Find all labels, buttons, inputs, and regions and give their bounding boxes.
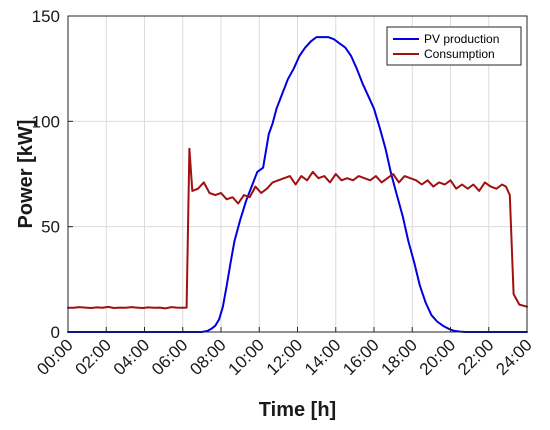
x-tick-label: 04:00 xyxy=(110,335,154,379)
y-tick-label: 0 xyxy=(51,323,60,342)
series-line-consumption xyxy=(67,147,528,310)
x-axis: 00:0002:0004:0006:0008:0010:0012:0014:00… xyxy=(33,327,536,379)
y-tick-label: 50 xyxy=(41,218,60,237)
x-tick-label: 22:00 xyxy=(454,335,498,379)
y-tick-label: 100 xyxy=(32,112,60,131)
legend-box xyxy=(386,26,522,66)
x-tick-label: 12:00 xyxy=(263,335,307,379)
x-axis-label: Time [h] xyxy=(259,399,336,421)
legend-label: PV production xyxy=(424,32,499,46)
x-tick-label: 16:00 xyxy=(339,335,383,379)
series-line-pv-production xyxy=(67,36,528,333)
grid xyxy=(68,16,527,332)
x-tick-label: 08:00 xyxy=(186,335,230,379)
x-tick-label: 06:00 xyxy=(148,335,192,379)
x-tick-label: 02:00 xyxy=(72,335,116,379)
y-axis: 0 50 100 150 xyxy=(32,7,73,342)
x-tick-label: 14:00 xyxy=(301,335,345,379)
legend-label: Consumption xyxy=(424,47,495,61)
series-layer xyxy=(67,36,528,333)
x-tick-label: 20:00 xyxy=(416,335,460,379)
x-tick-label: 24:00 xyxy=(492,335,536,379)
y-tick-label: 150 xyxy=(32,7,60,26)
x-tick-label: 18:00 xyxy=(378,335,422,379)
x-tick-label: 10:00 xyxy=(225,335,269,379)
y-axis-label: Power [kW] xyxy=(15,120,37,229)
